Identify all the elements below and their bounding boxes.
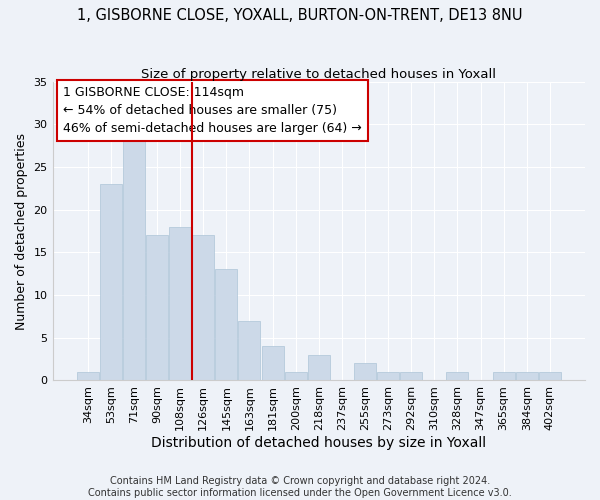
Bar [100,184,122,380]
Bar [238,320,260,380]
Bar [77,372,98,380]
X-axis label: Distribution of detached houses by size in Yoxall: Distribution of detached houses by size … [151,436,487,450]
Bar [446,372,469,380]
Bar [308,355,330,380]
Bar [169,227,191,380]
Bar [123,133,145,380]
Text: 1 GISBORNE CLOSE: 114sqm
← 54% of detached houses are smaller (75)
46% of semi-d: 1 GISBORNE CLOSE: 114sqm ← 54% of detach… [63,86,362,135]
Bar [262,346,284,380]
Y-axis label: Number of detached properties: Number of detached properties [15,132,28,330]
Bar [377,372,399,380]
Text: Contains HM Land Registry data © Crown copyright and database right 2024.
Contai: Contains HM Land Registry data © Crown c… [88,476,512,498]
Bar [354,364,376,380]
Title: Size of property relative to detached houses in Yoxall: Size of property relative to detached ho… [141,68,496,80]
Bar [192,236,214,380]
Bar [284,372,307,380]
Bar [516,372,538,380]
Text: 1, GISBORNE CLOSE, YOXALL, BURTON-ON-TRENT, DE13 8NU: 1, GISBORNE CLOSE, YOXALL, BURTON-ON-TRE… [77,8,523,22]
Bar [215,270,238,380]
Bar [493,372,515,380]
Bar [146,236,168,380]
Bar [400,372,422,380]
Bar [539,372,561,380]
